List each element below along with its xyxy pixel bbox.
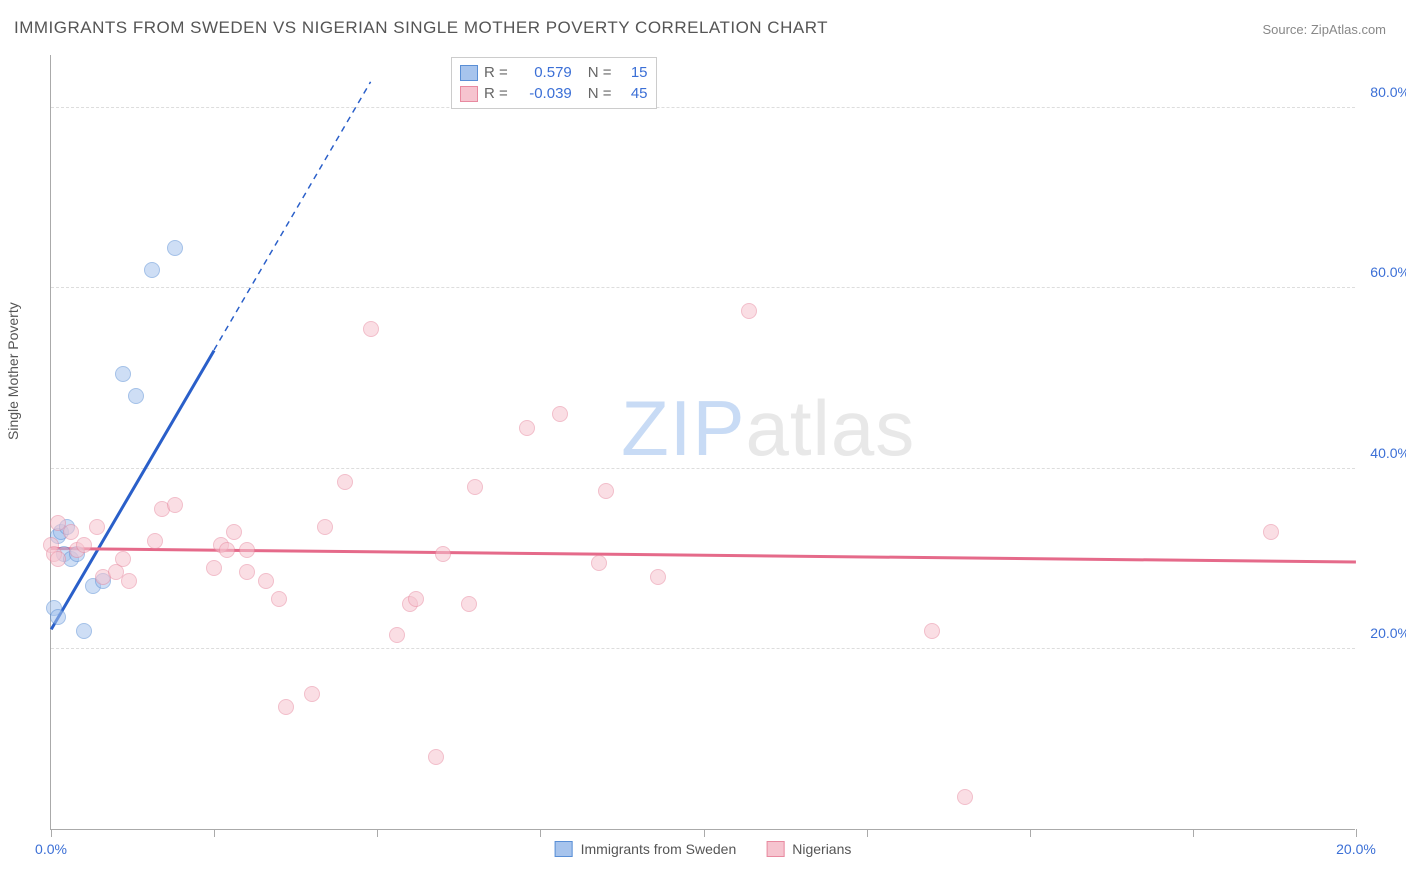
- gridline: [51, 107, 1355, 108]
- data-point: [591, 555, 607, 571]
- watermark-zip: ZIP: [621, 384, 745, 472]
- data-point: [258, 573, 274, 589]
- stats-legend-row: R = 0.579 N = 15: [460, 62, 648, 83]
- data-point: [428, 749, 444, 765]
- y-tick-label: 80.0%: [1370, 84, 1406, 100]
- x-tick: [867, 829, 868, 837]
- data-point: [363, 321, 379, 337]
- x-tick: [1356, 829, 1357, 837]
- r-value: -0.039: [514, 85, 572, 102]
- data-point: [50, 609, 66, 625]
- r-value: 0.579: [514, 64, 572, 81]
- y-axis-label: Single Mother Poverty: [5, 302, 21, 440]
- x-tick: [704, 829, 705, 837]
- n-label: N =: [588, 85, 612, 102]
- gridline: [51, 648, 1355, 649]
- data-point: [552, 406, 568, 422]
- data-point: [598, 483, 614, 499]
- data-point: [76, 537, 92, 553]
- y-tick-label: 60.0%: [1370, 264, 1406, 280]
- legend-label: Nigerians: [792, 841, 851, 857]
- x-tick: [51, 829, 52, 837]
- legend-swatch: [766, 841, 784, 857]
- data-point: [317, 519, 333, 535]
- data-point: [219, 542, 235, 558]
- data-point: [226, 524, 242, 540]
- data-point: [1263, 524, 1279, 540]
- x-tick: [540, 829, 541, 837]
- data-point: [144, 262, 160, 278]
- data-point: [271, 591, 287, 607]
- data-point: [435, 546, 451, 562]
- watermark: ZIPatlas: [621, 383, 915, 474]
- data-point: [408, 591, 424, 607]
- r-label: R =: [484, 85, 508, 102]
- data-point: [50, 551, 66, 567]
- legend-item: Immigrants from Sweden: [555, 841, 737, 857]
- legend-swatch: [460, 65, 478, 81]
- chart-plot-area: ZIPatlas R =0.579N =15R =-0.039N =45 Imm…: [50, 55, 1355, 830]
- data-point: [239, 542, 255, 558]
- x-tick: [214, 829, 215, 837]
- source-label: Source: ZipAtlas.com: [1262, 22, 1386, 37]
- stats-legend: R = 0.579 N = 15 R = -0.039 N = 45: [451, 57, 657, 109]
- data-point: [76, 623, 92, 639]
- series-legend: Immigrants from Sweden Nigerians: [545, 841, 862, 857]
- data-point: [167, 497, 183, 513]
- data-point: [89, 519, 105, 535]
- y-tick-label: 40.0%: [1370, 445, 1406, 461]
- watermark-atlas: atlas: [745, 384, 915, 472]
- data-point: [924, 623, 940, 639]
- data-point: [115, 366, 131, 382]
- legend-label: Immigrants from Sweden: [581, 841, 737, 857]
- gridline: [51, 468, 1355, 469]
- stats-legend-row: R = -0.039 N = 45: [460, 83, 648, 104]
- x-tick-label: 20.0%: [1336, 841, 1376, 857]
- data-point: [115, 551, 131, 567]
- data-point: [467, 479, 483, 495]
- x-tick: [1193, 829, 1194, 837]
- data-point: [650, 569, 666, 585]
- n-value: 15: [618, 64, 648, 81]
- n-value: 45: [618, 85, 648, 102]
- data-point: [167, 240, 183, 256]
- data-point: [389, 627, 405, 643]
- r-label: R =: [484, 64, 508, 81]
- x-tick: [1030, 829, 1031, 837]
- chart-title: IMMIGRANTS FROM SWEDEN VS NIGERIAN SINGL…: [14, 18, 828, 38]
- data-point: [304, 686, 320, 702]
- data-point: [957, 789, 973, 805]
- data-point: [147, 533, 163, 549]
- trend-line-dashed: [213, 82, 371, 351]
- legend-swatch: [460, 86, 478, 102]
- data-point: [337, 474, 353, 490]
- n-label: N =: [588, 64, 612, 81]
- legend-item: Nigerians: [766, 841, 851, 857]
- data-point: [121, 573, 137, 589]
- data-point: [741, 303, 757, 319]
- legend-swatch: [555, 841, 573, 857]
- data-point: [239, 564, 255, 580]
- data-point: [63, 524, 79, 540]
- data-point: [519, 420, 535, 436]
- x-tick-label: 0.0%: [35, 841, 67, 857]
- data-point: [461, 596, 477, 612]
- y-tick-label: 20.0%: [1370, 625, 1406, 641]
- x-tick: [377, 829, 378, 837]
- data-point: [278, 699, 294, 715]
- data-point: [206, 560, 222, 576]
- gridline: [51, 287, 1355, 288]
- data-point: [128, 388, 144, 404]
